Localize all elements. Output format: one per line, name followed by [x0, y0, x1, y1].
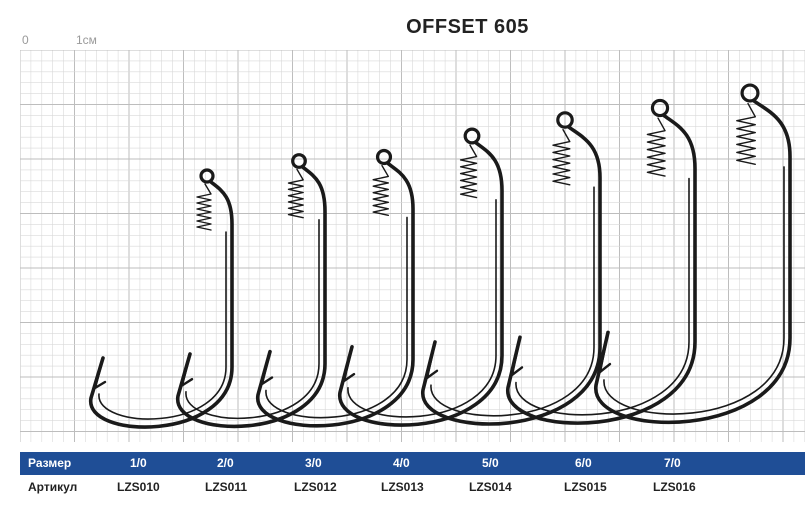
spring-coil-icon	[646, 117, 666, 177]
offset-hook-icon	[176, 153, 327, 429]
article-code: LZS014	[469, 480, 512, 494]
article-code: LZS012	[294, 480, 337, 494]
offset-hook-icon	[594, 83, 792, 425]
size-header-bar: Размер 1/0 2/0 3/0 4/0 5/0 6/0 7/0	[20, 452, 805, 475]
offset-hook-icon	[421, 111, 602, 426]
size-value: 2/0	[217, 456, 234, 470]
size-value: 3/0	[305, 456, 322, 470]
size-value: 1/0	[130, 456, 147, 470]
spring-coil-icon	[552, 128, 571, 186]
article-code: LZS011	[205, 480, 248, 494]
ruler-one-cm-label: 1см	[76, 33, 97, 47]
offset-hook-icon	[89, 168, 234, 429]
offset-hook-icon	[256, 148, 415, 428]
spring-coil-icon	[459, 144, 478, 199]
article-code: LZS015	[564, 480, 607, 494]
size-value: 5/0	[482, 456, 499, 470]
offset-hook-icon	[506, 98, 697, 425]
article-row-header: Артикул	[28, 480, 78, 494]
spring-coil-icon	[736, 102, 756, 165]
spring-coil-icon	[372, 164, 390, 217]
page-title: OFFSET 605	[406, 16, 529, 38]
size-value: 4/0	[393, 456, 410, 470]
article-code: LZS013	[381, 480, 424, 494]
article-row: Артикул LZS010 LZS011 LZS012 LZS013 LZS0…	[20, 476, 805, 499]
spring-coil-icon	[287, 168, 304, 219]
size-value: 6/0	[575, 456, 592, 470]
offset-hook-icon	[338, 127, 504, 427]
ruler-zero-label: 0	[22, 33, 29, 47]
size-row-header: Размер	[28, 456, 72, 470]
article-code: LZS016	[653, 480, 696, 494]
size-value: 7/0	[664, 456, 681, 470]
article-code: LZS010	[117, 480, 160, 494]
hooks-illustration	[89, 83, 792, 429]
spring-coil-icon	[196, 183, 212, 231]
